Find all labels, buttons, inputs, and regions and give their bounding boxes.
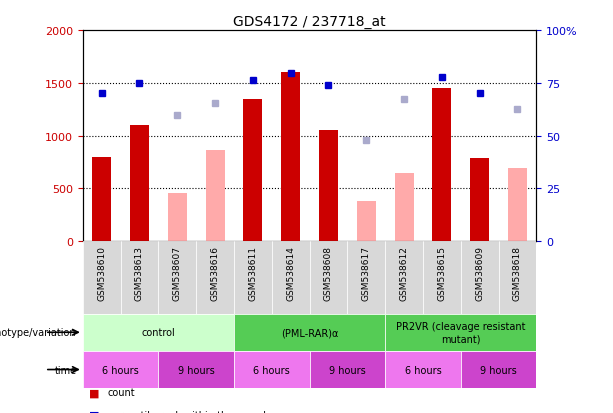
Title: GDS4172 / 237718_at: GDS4172 / 237718_at xyxy=(234,14,386,28)
Bar xyxy=(281,73,300,242)
Bar xyxy=(168,193,187,242)
Bar xyxy=(348,242,385,314)
Text: control: control xyxy=(142,328,175,337)
Bar xyxy=(461,351,536,388)
Bar xyxy=(423,242,461,314)
Bar xyxy=(83,242,121,314)
Text: GSM538609: GSM538609 xyxy=(475,245,484,300)
Text: GSM538614: GSM538614 xyxy=(286,245,295,300)
Bar xyxy=(470,159,489,242)
Bar xyxy=(158,351,234,388)
Text: GSM538615: GSM538615 xyxy=(437,245,446,300)
Bar xyxy=(121,242,158,314)
Bar xyxy=(395,173,414,242)
Text: GSM538612: GSM538612 xyxy=(400,245,409,300)
Text: GSM538611: GSM538611 xyxy=(248,245,257,300)
Text: ■: ■ xyxy=(89,410,99,413)
Bar xyxy=(234,314,385,351)
Bar xyxy=(92,157,111,242)
Bar xyxy=(310,351,385,388)
Bar xyxy=(508,169,527,242)
Text: 9 hours: 9 hours xyxy=(329,365,366,375)
Bar xyxy=(272,242,310,314)
Text: 9 hours: 9 hours xyxy=(480,365,517,375)
Text: GSM538607: GSM538607 xyxy=(173,245,182,300)
Text: (PML-RAR)α: (PML-RAR)α xyxy=(281,328,338,337)
Text: GSM538616: GSM538616 xyxy=(210,245,219,300)
Bar xyxy=(385,351,461,388)
Bar xyxy=(83,314,234,351)
Bar xyxy=(205,151,224,242)
Text: PR2VR (cleavage resistant
mutant): PR2VR (cleavage resistant mutant) xyxy=(396,322,525,343)
Text: percentile rank within the sample: percentile rank within the sample xyxy=(107,410,272,413)
Text: time: time xyxy=(55,365,77,375)
Text: GSM538618: GSM538618 xyxy=(513,245,522,300)
Text: GSM538617: GSM538617 xyxy=(362,245,371,300)
Bar xyxy=(234,242,272,314)
Text: GSM538613: GSM538613 xyxy=(135,245,144,300)
Text: 6 hours: 6 hours xyxy=(405,365,441,375)
Bar xyxy=(357,202,376,242)
Bar xyxy=(310,242,348,314)
Text: 6 hours: 6 hours xyxy=(253,365,290,375)
Text: GSM538610: GSM538610 xyxy=(97,245,106,300)
Text: 6 hours: 6 hours xyxy=(102,365,139,375)
Text: GSM538608: GSM538608 xyxy=(324,245,333,300)
Bar xyxy=(243,100,262,242)
Bar xyxy=(130,126,149,242)
Bar xyxy=(158,242,196,314)
Bar xyxy=(319,131,338,242)
Bar xyxy=(461,242,498,314)
Bar xyxy=(432,89,451,242)
Text: count: count xyxy=(107,387,135,397)
Bar xyxy=(234,351,310,388)
Bar xyxy=(498,242,536,314)
Text: 9 hours: 9 hours xyxy=(178,365,215,375)
Bar xyxy=(196,242,234,314)
Bar xyxy=(83,351,158,388)
Text: genotype/variation: genotype/variation xyxy=(0,328,77,337)
Bar xyxy=(385,314,536,351)
Bar xyxy=(385,242,423,314)
Text: ■: ■ xyxy=(89,387,99,397)
